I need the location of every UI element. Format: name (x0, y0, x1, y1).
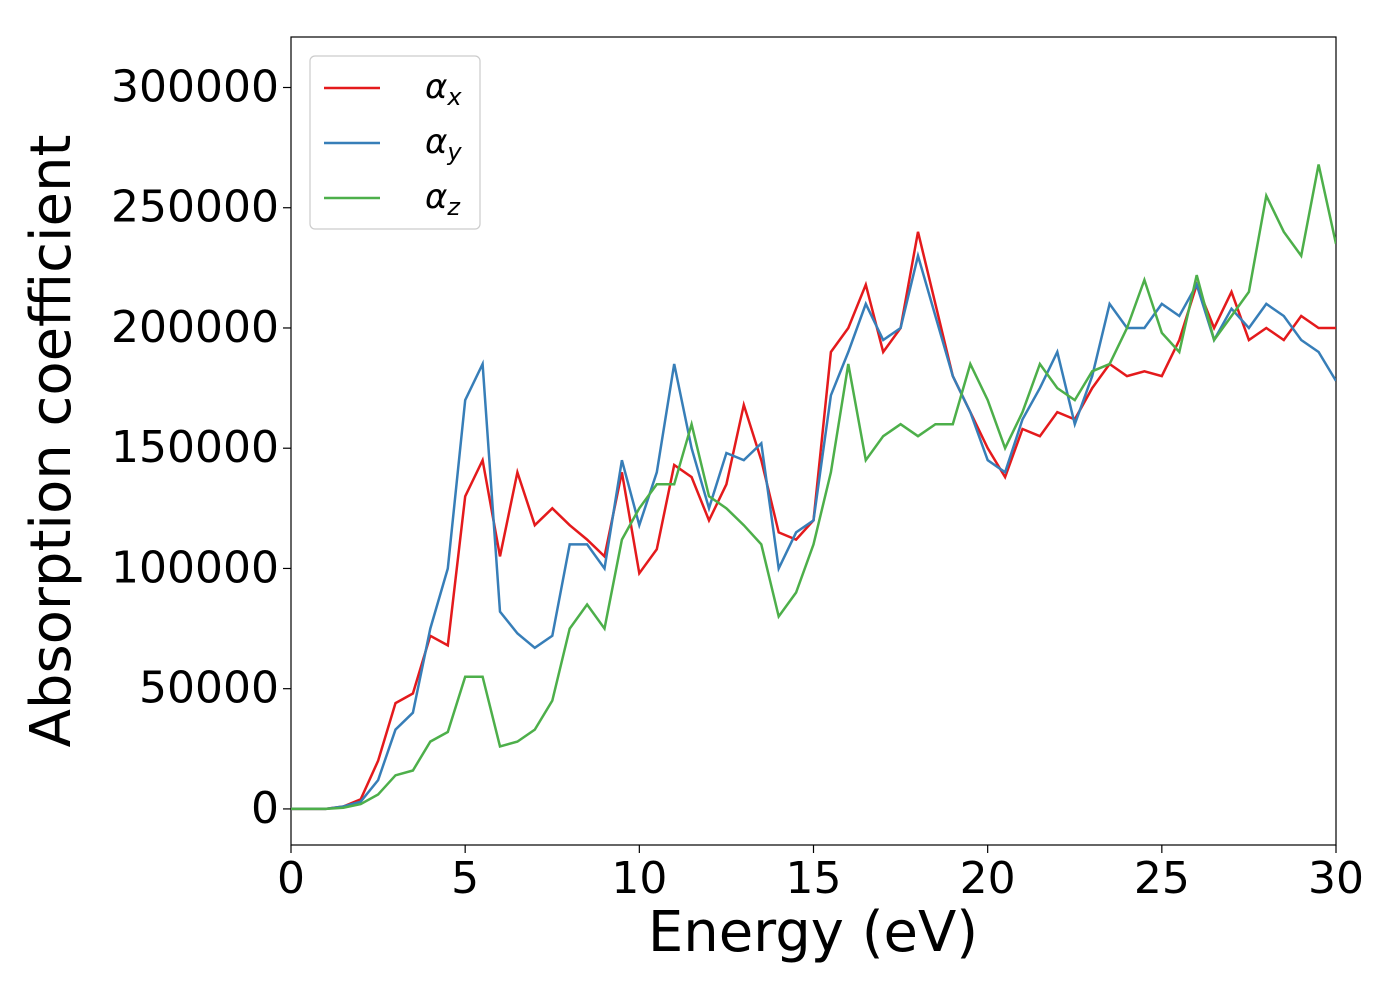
x-tick-label: 25 (1134, 853, 1190, 904)
y-tick-label: 100000 (111, 542, 279, 593)
x-tick-label: 10 (611, 853, 667, 904)
y-axis-label: Absorption coefficient (19, 135, 84, 748)
series-line (291, 164, 1336, 811)
x-tick-label: 30 (1308, 853, 1364, 904)
x-tick-label: 0 (277, 853, 305, 904)
x-tick-label: 20 (960, 853, 1016, 904)
y-tick-label: 200000 (111, 302, 279, 353)
legend-label: αx (425, 67, 462, 112)
legend-label: αy (425, 122, 462, 167)
y-tick-label: 50000 (139, 663, 279, 714)
legend-box (309, 55, 481, 230)
y-tick-label: 250000 (111, 182, 279, 233)
y-tick-label: 0 (251, 783, 279, 834)
x-axis-label: Energy (eV) (648, 900, 978, 965)
legend-label: αz (425, 177, 461, 222)
series-line (291, 250, 1336, 811)
plot-lines (291, 164, 1336, 811)
y-tick-label: 300000 (111, 62, 279, 113)
x-tick-label: 15 (786, 853, 842, 904)
x-tick-label: 5 (451, 853, 479, 904)
y-tick-label: 150000 (111, 422, 279, 473)
